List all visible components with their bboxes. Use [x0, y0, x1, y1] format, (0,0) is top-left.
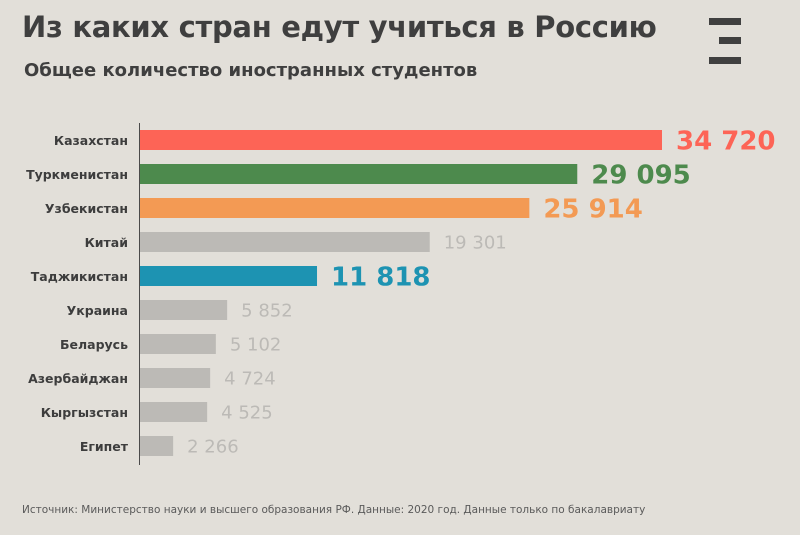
value-label: 34 720 — [676, 126, 776, 156]
bar — [139, 164, 578, 184]
chart-subtitle: Общее количество иностранных студентов — [24, 60, 478, 81]
category-label: Узбекистан — [45, 201, 128, 216]
value-label: 29 095 — [591, 160, 691, 190]
bar-chart: Казахстан 34 720 Туркменистан 29 095 Узбекис… — [26, 123, 776, 465]
category-label: Египет — [80, 439, 129, 454]
bar — [139, 436, 174, 456]
bar — [139, 130, 662, 150]
bar — [139, 368, 211, 388]
bar — [139, 232, 430, 252]
category-label: Азербайджан — [28, 371, 128, 386]
category-label: Туркменистан — [26, 167, 128, 182]
category-label: Казахстан — [54, 133, 128, 148]
category-label: Беларусь — [60, 337, 128, 352]
value-label: 5 102 — [230, 334, 282, 355]
bar — [139, 198, 530, 218]
bar — [139, 334, 216, 354]
three-bars-logo-icon — [709, 18, 741, 64]
value-label: 2 266 — [187, 436, 239, 457]
value-label: 4 525 — [221, 402, 273, 423]
bar — [139, 300, 228, 320]
category-label: Таджикистан — [31, 269, 128, 284]
category-label: Китай — [85, 235, 128, 250]
category-label: Украина — [67, 303, 128, 318]
source-note: Источник: Министерство науки и высшего о… — [22, 504, 646, 516]
value-label: 11 818 — [331, 262, 431, 292]
category-label: Кыргызстан — [41, 405, 128, 420]
value-label: 25 914 — [543, 194, 643, 224]
bar — [139, 266, 318, 286]
chart-title: Из каких стран едут учиться в Россию — [22, 10, 657, 44]
value-label: 19 301 — [444, 232, 507, 253]
bar — [139, 402, 208, 422]
value-label: 5 852 — [241, 300, 293, 321]
value-label: 4 724 — [224, 368, 276, 389]
